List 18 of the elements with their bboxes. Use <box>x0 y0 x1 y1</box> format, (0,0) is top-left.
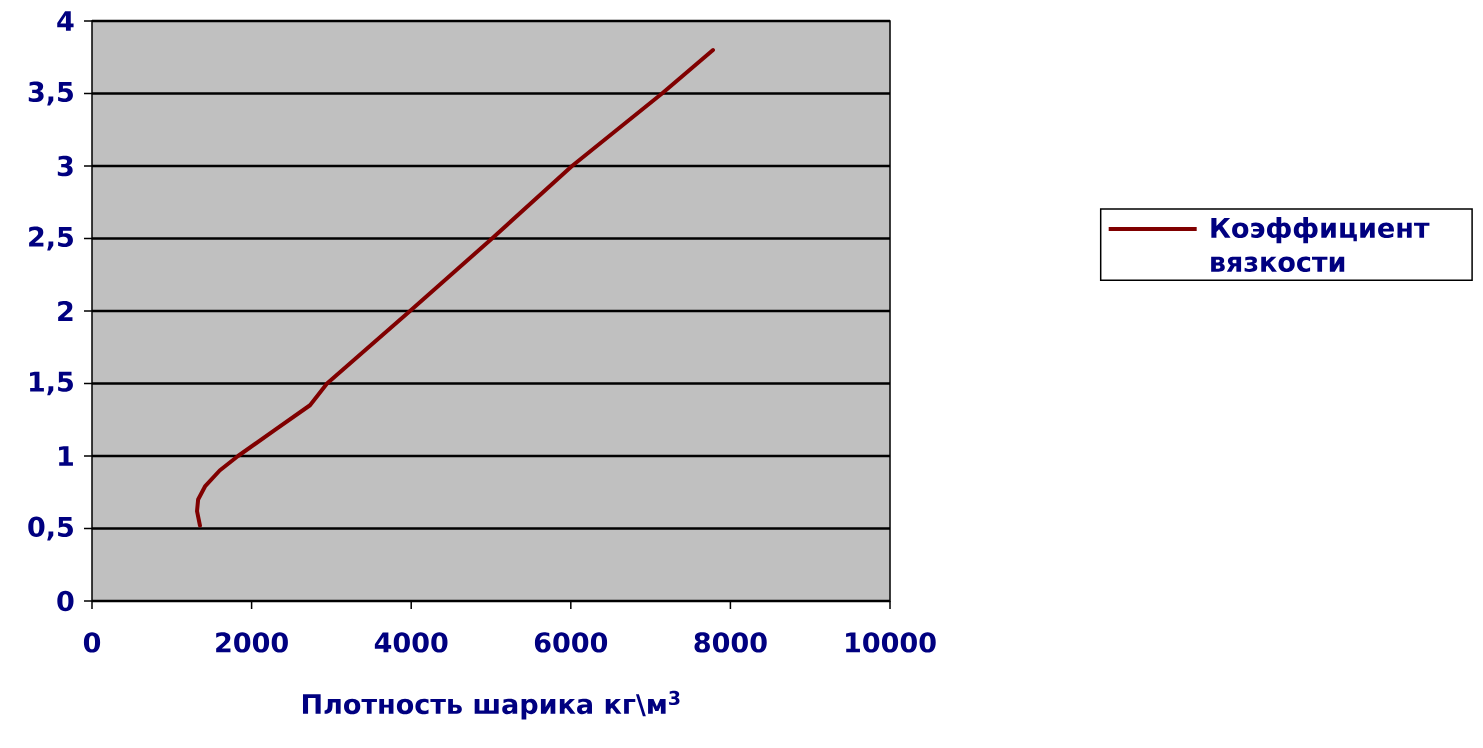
line-series <box>195 48 716 528</box>
y-tick-label: 2 <box>58 300 73 322</box>
x-tick-label: 10000 <box>846 632 936 653</box>
y-tick-label: 0 <box>57 590 74 612</box>
y-tick-label: 3,5 <box>28 81 73 106</box>
y-tick-label: 4 <box>57 11 74 31</box>
y-tick-label: 0,5 <box>28 516 73 541</box>
x-tick-label: 4000 <box>374 632 448 653</box>
y-tick-label: 3 <box>57 155 73 177</box>
y-tick-label: 1,5 <box>30 371 73 396</box>
y-tick-label: 2,5 <box>29 226 73 251</box>
x-axis-title: Плотность шарика кг\м$^{3}$ <box>302 690 680 720</box>
x-tick-label: 0 <box>83 632 101 653</box>
x-tick-label: 6000 <box>534 632 608 653</box>
x-tick-label: 8000 <box>694 632 767 653</box>
y-tick-label: 1 <box>59 446 73 466</box>
legend-label: Коэффициент вязкости <box>1211 217 1430 273</box>
x-tick-label: 2000 <box>216 632 288 653</box>
